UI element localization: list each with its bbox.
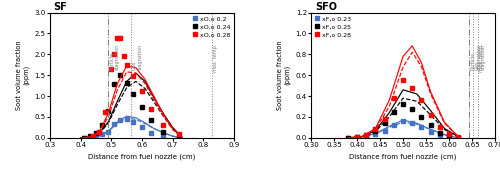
X-axis label: Distance from fuel nozzle (cm): Distance from fuel nozzle (cm) [88, 154, 196, 160]
X-axis label: Distance from fuel nozzle (cm): Distance from fuel nozzle (cm) [350, 154, 457, 160]
Legend: xF,o 0.23, xF,o 0.25, xF,o 0.28: xF,o 0.23, xF,o 0.25, xF,o 0.28 [314, 16, 352, 38]
Y-axis label: Soot volume fraction
(ppm): Soot volume fraction (ppm) [276, 40, 290, 110]
Text: max. temp.: max. temp. [480, 44, 484, 72]
Text: Gas
stagnation: Gas stagnation [132, 44, 143, 70]
Text: Particle
stagnation: Particle stagnation [109, 44, 120, 70]
Legend: xO,o 0.2, xO,o 0.24, xO,o 0.28: xO,o 0.2, xO,o 0.24, xO,o 0.28 [192, 16, 231, 38]
Text: Particle
stagnation: Particle stagnation [470, 44, 482, 70]
Text: max. temp.: max. temp. [214, 44, 218, 72]
Text: SF: SF [54, 2, 68, 12]
Text: SFO: SFO [315, 2, 337, 12]
Y-axis label: Soot volume fraction
(ppm): Soot volume fraction (ppm) [16, 40, 29, 110]
Text: Gas
stagnation: Gas stagnation [475, 44, 486, 70]
